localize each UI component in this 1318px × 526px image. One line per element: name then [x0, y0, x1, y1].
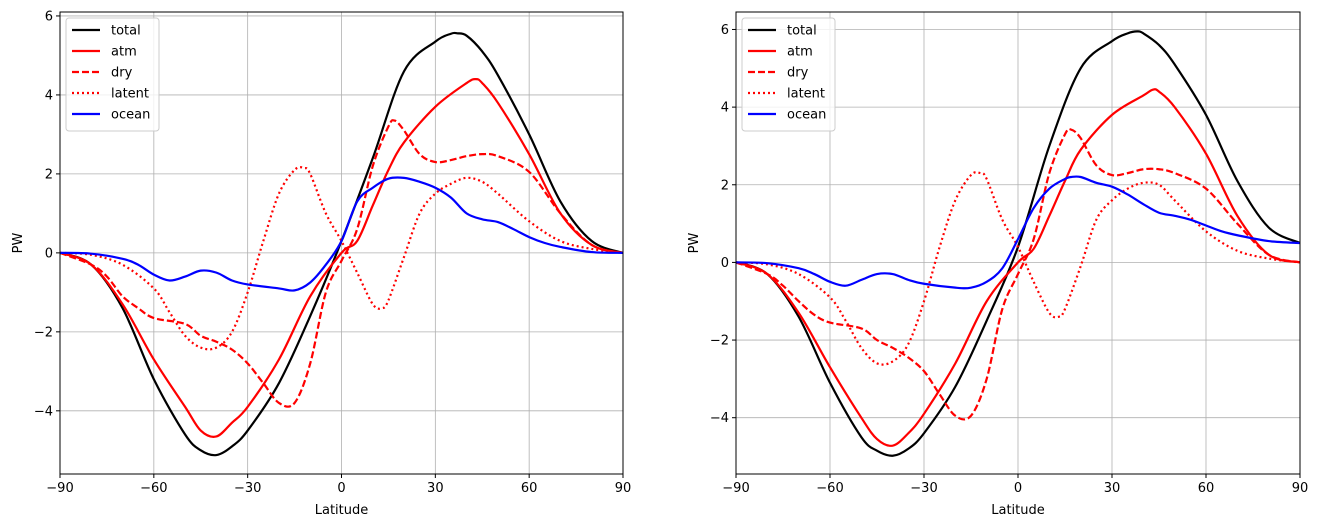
- x-tick-label: −30: [234, 481, 261, 496]
- y-axis-label: PW: [687, 233, 702, 254]
- legend-label-atm: atm: [787, 45, 813, 60]
- legend-box: [65, 17, 160, 132]
- y-tick-label: 0: [721, 256, 729, 271]
- series-line-total: [736, 30, 1300, 457]
- legend-label-atm: atm: [111, 45, 137, 60]
- y-tick-label: −4: [34, 404, 53, 419]
- legend-box: [741, 17, 836, 132]
- y-tick-label: 2: [45, 167, 53, 182]
- chart-panel-1: −90 −60 −30 0 30 60 90 −4 −2 0 2 4 6 Latitude PW total a…: [11, 9, 631, 518]
- y-tick-label: 0: [45, 246, 53, 261]
- legend-label-ocean: ocean: [111, 108, 150, 123]
- x-tick-label: 30: [1104, 481, 1121, 496]
- legend-label-latent: latent: [111, 87, 149, 102]
- series-line-ocean: [736, 175, 1300, 290]
- legend-label-total: total: [111, 24, 141, 39]
- chart-panel-2: −90 −60 −30 0 30 60 90 −4 −2 0 2 4 6 Latitude PW total a…: [687, 11, 1309, 518]
- x-tick-label: 0: [1014, 481, 1022, 496]
- series-line-latent: [736, 171, 1300, 366]
- y-tick-label: 6: [721, 23, 729, 38]
- series-line-atm: [60, 77, 623, 438]
- y-axis-label: PW: [11, 233, 26, 254]
- y-tick-label: −2: [710, 334, 729, 349]
- legend-label-latent: latent: [787, 87, 825, 102]
- x-tick-label: −60: [140, 481, 167, 496]
- y-tick-label: −4: [710, 411, 729, 426]
- x-axis-label: Latitude: [315, 503, 369, 518]
- x-tick-label: 90: [1292, 481, 1309, 496]
- legend-label-dry: dry: [787, 66, 809, 81]
- y-tick-label: 4: [721, 101, 729, 116]
- x-tick-label: 30: [427, 481, 444, 496]
- series-line-dry: [736, 127, 1300, 421]
- x-tick-label: −90: [46, 481, 73, 496]
- y-tick-label: −2: [34, 325, 53, 340]
- series-line-atm: [736, 88, 1300, 447]
- x-tick-label: 60: [521, 481, 538, 496]
- x-tick-label: −90: [722, 481, 749, 496]
- legend: total atm dry latent ocean: [65, 17, 160, 132]
- x-tick-label: −60: [816, 481, 843, 496]
- series-group: [60, 31, 623, 457]
- y-tick-label: 4: [45, 88, 53, 103]
- series-group: [736, 30, 1300, 457]
- legend-label-total: total: [787, 24, 817, 39]
- legend: total atm dry latent ocean: [741, 17, 836, 132]
- x-tick-label: 0: [337, 481, 345, 496]
- legend-label-ocean: ocean: [787, 108, 826, 123]
- x-tick-label: 90: [615, 481, 632, 496]
- x-tick-label: −30: [910, 481, 937, 496]
- series-line-dry: [60, 119, 623, 408]
- x-axis-label: Latitude: [991, 503, 1045, 518]
- legend-label-dry: dry: [111, 66, 133, 81]
- y-tick-label: 6: [45, 9, 53, 24]
- y-tick-label: 2: [721, 178, 729, 193]
- series-line-ocean: [60, 176, 623, 292]
- x-tick-label: 60: [1198, 481, 1215, 496]
